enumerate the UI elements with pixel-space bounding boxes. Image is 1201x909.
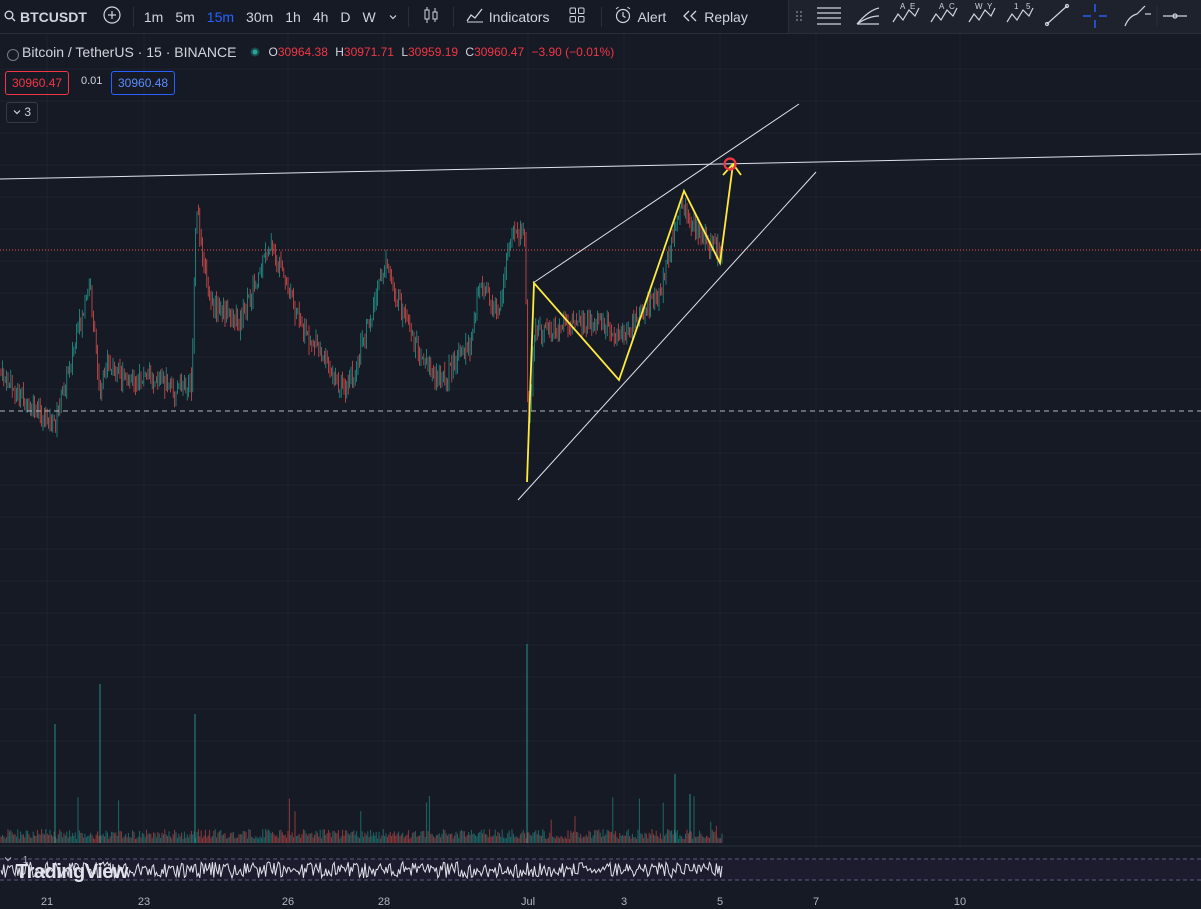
templates-icon <box>569 7 585 26</box>
date-label: 7 <box>812 896 820 908</box>
close-value: 30960.47 <box>474 45 525 59</box>
volume-histogram <box>0 644 723 843</box>
add-symbol-icon <box>103 6 121 27</box>
market-status-icon <box>250 44 260 60</box>
symbol-name: BTCUSDT <box>20 8 87 25</box>
interval-d[interactable]: D <box>340 8 351 25</box>
change-value: −3.90 (−0.01%) <box>531 45 615 59</box>
alert-icon <box>614 6 632 27</box>
chart-grid <box>0 34 1201 849</box>
date-label: 28 <box>377 896 391 908</box>
alert-button[interactable]: Alert <box>606 0 674 33</box>
interval-15m[interactable]: 15m <box>206 8 235 25</box>
pane-controls[interactable]: 1 <box>4 855 28 866</box>
svg-text:A: A <box>939 2 945 11</box>
date-label: 26 <box>281 896 295 908</box>
search-icon <box>4 9 16 25</box>
replay-icon <box>682 9 698 25</box>
tradingview-logo: TradingView <box>16 861 128 883</box>
indicators-label: Indicators <box>488 8 550 25</box>
replay-label: Replay <box>704 8 748 25</box>
target-marker[interactable] <box>723 157 737 171</box>
zigzag-pattern[interactable] <box>526 163 734 483</box>
interval-4h[interactable]: 4h <box>312 8 329 25</box>
chevron-down-icon <box>13 105 24 119</box>
add-symbol-button[interactable] <box>93 0 129 33</box>
toolbar-separator <box>132 6 134 27</box>
arrow-head <box>722 162 742 176</box>
bid-price-box[interactable]: 30960.47 <box>5 71 70 95</box>
replay-button[interactable]: Replay <box>674 0 756 33</box>
open-value: 30964.38 <box>277 45 328 59</box>
interval-1m[interactable]: 1m <box>143 8 164 25</box>
date-label: 10 <box>953 896 967 908</box>
toolbar-separator <box>407 6 409 27</box>
svg-text:A: A <box>900 2 906 11</box>
interval-1h[interactable]: 1h <box>285 8 301 25</box>
interval-30m[interactable]: 30m <box>246 8 274 25</box>
chevron-down-icon <box>4 855 15 866</box>
date-label: 5 <box>716 896 724 908</box>
chart-icon <box>7 49 19 61</box>
indicators-icon <box>466 7 484 26</box>
svg-text:Y: Y <box>987 2 993 11</box>
low-value: 30959.19 <box>408 45 459 59</box>
candles-icon <box>423 6 439 27</box>
indicators-collapse-toggle[interactable]: 3 <box>6 102 38 123</box>
time-axis: 21 23 26 28 Jul 3 5 7 10 <box>0 896 1201 909</box>
resistance-trend-line[interactable] <box>0 153 1201 180</box>
channel-upper-line[interactable] <box>532 103 800 284</box>
ask-price-box[interactable]: 30960.48 <box>111 71 176 95</box>
svg-text:1: 1 <box>1014 2 1019 11</box>
pane-label: 1 <box>22 855 29 866</box>
chart-legend: Bitcoin / TetherUS · 15 · BINANCE O30964… <box>6 44 614 60</box>
symbol-title: Bitcoin / TetherUS · 15 · BINANCE <box>22 44 237 60</box>
svg-text:W: W <box>975 2 983 11</box>
svg-text:E: E <box>910 2 915 11</box>
toolbar-separator <box>452 6 454 27</box>
candlestick-series <box>0 196 723 438</box>
date-label: 3 <box>620 896 628 908</box>
date-label: Jul <box>520 896 536 908</box>
interval-5m[interactable]: 5m <box>175 8 195 25</box>
date-label: 23 <box>137 896 151 908</box>
collapsed-count: 3 <box>24 105 32 119</box>
chart-type-button[interactable] <box>413 0 449 33</box>
symbol-search[interactable]: BTCUSDT <box>0 0 93 33</box>
interval-dropdown[interactable] <box>382 0 404 33</box>
interval-w[interactable]: W <box>362 8 376 25</box>
indicators-button[interactable]: Indicators <box>458 0 558 33</box>
chevron-down-icon <box>388 9 398 25</box>
svg-text:5: 5 <box>1026 2 1031 11</box>
ohlc-values: O30964.38 H30971.71 L30959.19 C30960.47 … <box>268 45 615 59</box>
alert-label: Alert <box>637 8 667 25</box>
templates-button[interactable] <box>557 0 597 33</box>
spread-value: 0.01 <box>81 75 103 87</box>
drag-handle-icon <box>796 11 802 21</box>
svg-text:C: C <box>949 2 955 11</box>
oscillator-pane <box>0 845 1201 881</box>
toolbar-separator <box>601 6 603 27</box>
price-chart[interactable] <box>0 34 1201 896</box>
high-value: 30971.71 <box>343 45 394 59</box>
date-label: 21 <box>40 896 54 908</box>
channel-lower-line[interactable] <box>517 171 817 501</box>
